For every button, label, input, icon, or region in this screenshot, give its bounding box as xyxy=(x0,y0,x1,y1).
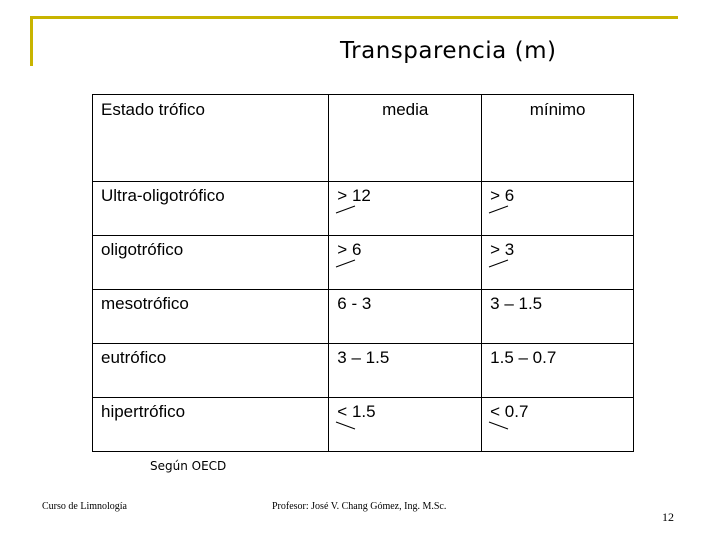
minimo-cell: < 0.7 xyxy=(481,397,634,452)
media-value: > 6 xyxy=(337,240,362,259)
top-accent-bar xyxy=(30,16,678,19)
header-estado-trofico: Estado trófico xyxy=(91,94,330,182)
state-cell: hipertrófico xyxy=(91,397,330,452)
state-cell: Ultra-oligotrófico xyxy=(91,181,330,236)
footer-course: Curso de Limnología xyxy=(42,501,127,512)
minimo-cell: > 3 xyxy=(481,235,634,290)
minimo-value: > 3 xyxy=(490,240,515,259)
media-cell: 6 - 3 xyxy=(328,289,483,344)
header-minimo: mínimo xyxy=(481,94,634,182)
minimo-value: < 0.7 xyxy=(490,402,529,421)
underline-slash-mark xyxy=(336,259,356,268)
minimo-cell: > 6 xyxy=(481,181,634,236)
minimo-cell: 1.5 – 0.7 xyxy=(481,343,634,398)
minimo-value: > 6 xyxy=(490,186,515,205)
table-row: eutrófico 3 – 1.5 1.5 – 0.7 xyxy=(91,343,634,398)
state-cell: oligotrófico xyxy=(91,235,330,290)
underline-slash-mark xyxy=(336,421,356,430)
media-cell: > 12 xyxy=(328,181,483,236)
page-number: 12 xyxy=(662,510,674,524)
table-header-row: Estado trófico media mínimo xyxy=(91,94,634,182)
underline-slash-mark xyxy=(488,259,509,268)
minimo-cell: 3 – 1.5 xyxy=(481,289,634,344)
table-row: oligotrófico > 6 > 3 xyxy=(91,235,634,290)
underline-slash-mark xyxy=(488,421,509,430)
underline-slash-mark xyxy=(336,205,356,214)
media-cell: > 6 xyxy=(328,235,483,290)
slide-title: Transparencia (m) xyxy=(340,38,557,64)
state-cell: eutrófico xyxy=(91,343,330,398)
media-value: > 12 xyxy=(337,186,371,205)
trophic-state-table: Estado trófico media mínimo Ultra-oligot… xyxy=(91,94,634,452)
source-note: Según OECD xyxy=(150,459,227,473)
table-row: mesotrófico 6 - 3 3 – 1.5 xyxy=(91,289,634,344)
underline-slash-mark xyxy=(488,205,509,214)
media-cell: 3 – 1.5 xyxy=(328,343,483,398)
media-value: < 1.5 xyxy=(337,402,376,421)
state-cell: mesotrófico xyxy=(91,289,330,344)
header-media: media xyxy=(328,94,483,182)
footer-professor: Profesor: José V. Chang Gómez, Ing. M.Sc… xyxy=(272,501,447,512)
table-row: Ultra-oligotrófico > 12 > 6 xyxy=(91,181,634,236)
media-cell: < 1.5 xyxy=(328,397,483,452)
left-accent-bar xyxy=(30,16,33,66)
table-row: hipertrófico < 1.5 < 0.7 xyxy=(91,397,634,452)
